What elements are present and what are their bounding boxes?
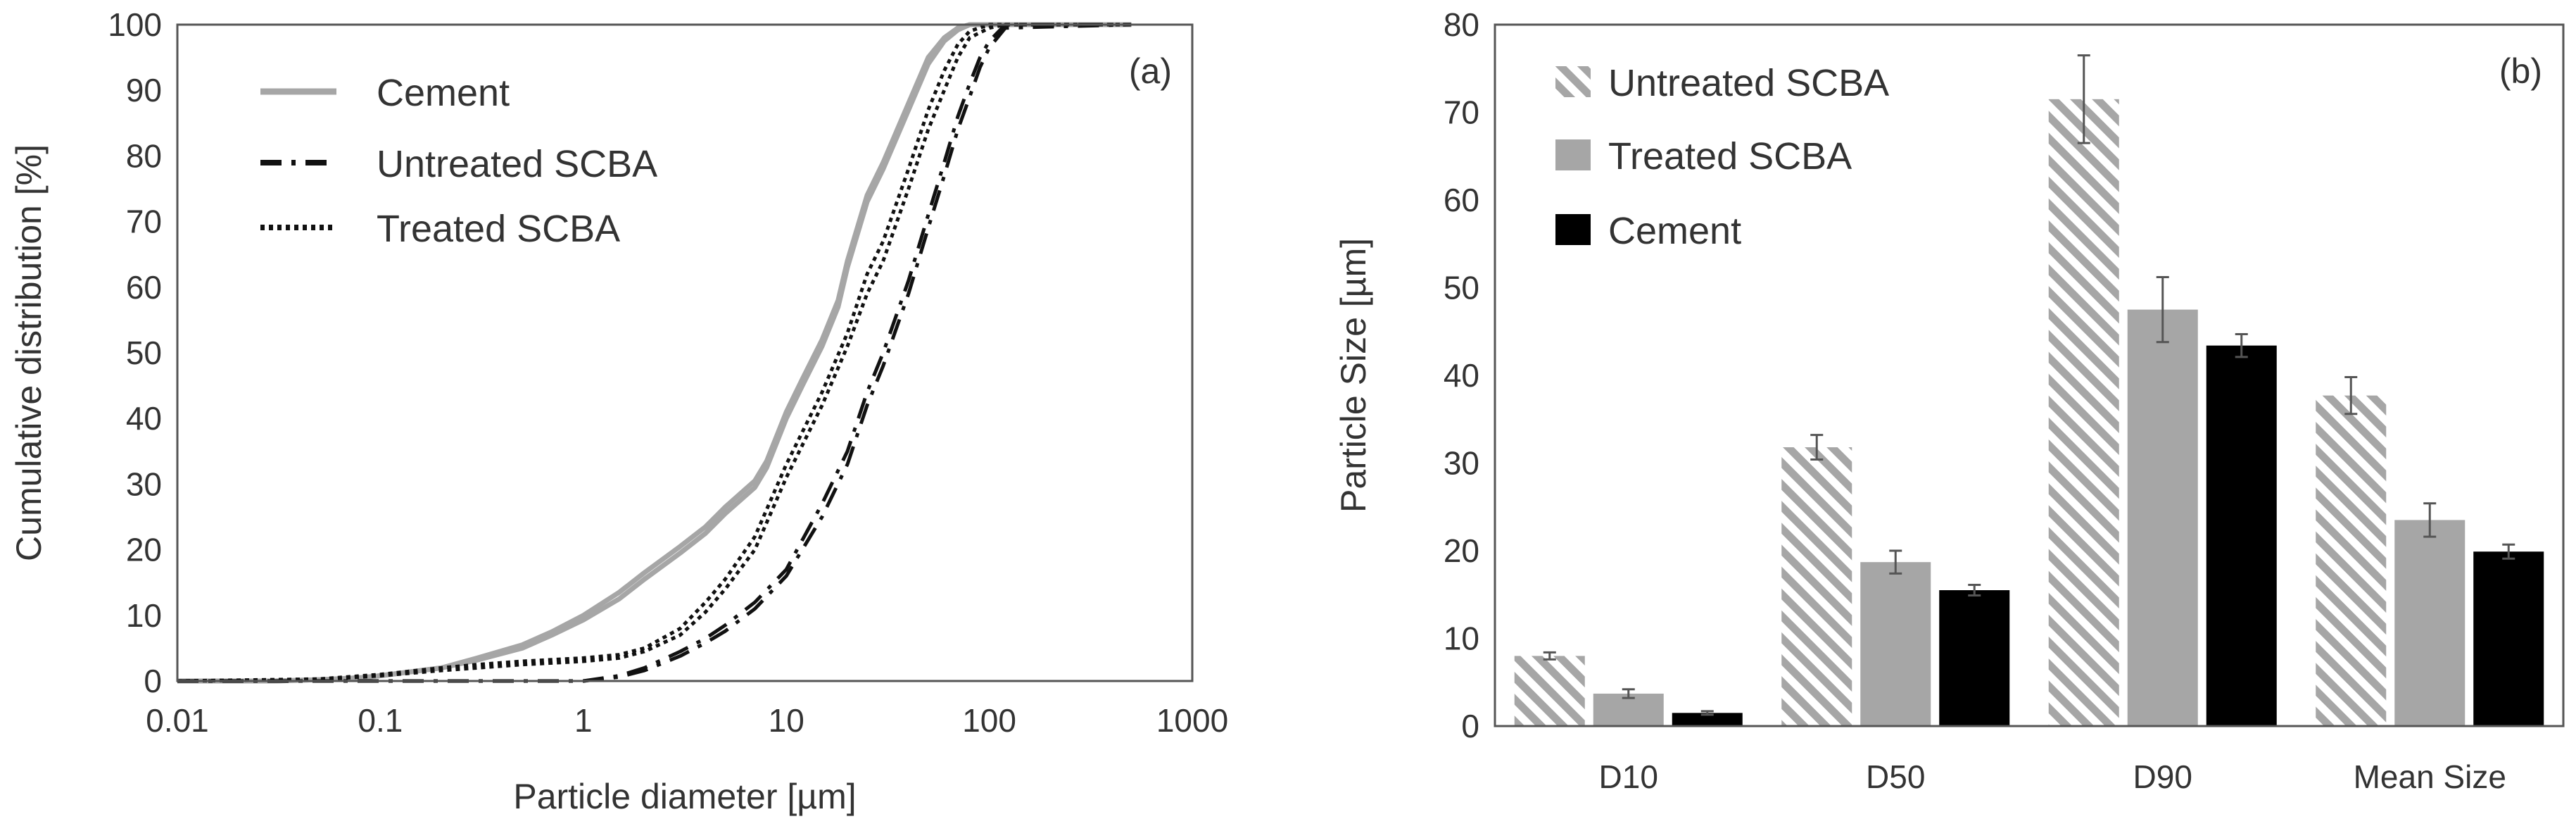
chart-b: 0 10 20 30 40 50 60 70 80 D10 D50 D90 Mean Size Par… <box>1334 6 2565 795</box>
y-tick-label: 70 <box>1444 94 1479 131</box>
error-bar-treated-scba-d10 <box>1622 688 1635 699</box>
error-bar-untreated-scba-mean-size <box>2344 375 2358 416</box>
bar-treated-scba-d50 <box>1860 562 1931 726</box>
chart-a-legend: Cement Untreated SCBA Treated SCBA <box>260 72 657 250</box>
y-tick-label: 50 <box>1444 270 1479 306</box>
x-tick-label: 0.01 <box>146 702 209 739</box>
x-tick-label: 0.1 <box>358 702 403 739</box>
y-tick-label: 100 <box>108 6 162 43</box>
series-line-cement <box>177 22 1132 684</box>
series-line-cement-replicate <box>177 22 1132 684</box>
y-tick-label: 10 <box>1444 620 1479 657</box>
legend-label-cement: Cement <box>1608 210 1741 252</box>
chart-a-x-tick-labels: 0.01 0.1 1 10 100 1000 <box>146 702 1228 739</box>
error-bar-untreated-scba-d10 <box>1543 651 1556 661</box>
chart-b-error-bars <box>1543 54 2515 716</box>
chart-b-y-tick-labels: 0 10 20 30 40 50 60 70 80 <box>1444 6 1479 744</box>
bar-cement-d10 <box>1672 713 1743 726</box>
series-line-treated-scba-replicate <box>177 23 1132 683</box>
category-label-d50: D50 <box>1866 758 1925 795</box>
y-tick-label: 20 <box>1444 532 1479 569</box>
x-tick-label: 1000 <box>1156 702 1228 739</box>
error-bar-cement-d10 <box>1700 710 1714 716</box>
chart-b-plot-frame <box>1494 23 2565 727</box>
category-label-d90: D90 <box>2133 758 2192 795</box>
y-tick-label: 70 <box>126 204 162 240</box>
y-tick-label: 80 <box>1444 6 1479 43</box>
y-tick-label: 80 <box>126 137 162 174</box>
series-line-treated-scba <box>177 23 1132 683</box>
chart-a-series <box>177 22 1132 684</box>
y-tick-label: 90 <box>126 72 162 108</box>
series-line-untreated-scba-replicate <box>177 23 1132 683</box>
chart-a-y-tick-labels: 0 10 20 30 40 50 60 70 80 90 100 <box>108 6 162 699</box>
y-tick-label: 50 <box>126 335 162 371</box>
chart-b-category-labels: D10 D50 D90 Mean Size <box>1599 758 2506 795</box>
error-bar-treated-scba-d50 <box>1889 549 1902 575</box>
y-tick-label: 10 <box>126 597 162 634</box>
chart-b-panel-tag: (b) <box>2499 51 2542 91</box>
chart-b-bars <box>1514 99 2544 726</box>
bar-untreated-scba-mean-size <box>2316 395 2387 726</box>
chart-a-panel-tag: (a) <box>1129 51 1172 91</box>
y-tick-label: 0 <box>1461 708 1479 744</box>
legend-label-untreated-scba: Untreated SCBA <box>377 143 657 185</box>
bar-cement-d90 <box>2206 345 2277 726</box>
error-bar-untreated-scba-d50 <box>1810 434 1824 461</box>
x-tick-label: 100 <box>962 702 1016 739</box>
error-bar-cement-d50 <box>1968 584 1981 596</box>
bar-treated-scba-d90 <box>2127 309 2198 726</box>
error-bar-treated-scba-mean-size <box>2423 502 2437 538</box>
chart-b-y-axis-label: Particle Size [µm] <box>1334 238 1373 513</box>
y-tick-label: 60 <box>1444 182 1479 218</box>
error-bar-treated-scba-d90 <box>2156 276 2169 344</box>
legend-label-treated-scba: Treated SCBA <box>377 208 620 250</box>
bar-cement-d50 <box>1939 590 2010 726</box>
legend-swatch-cement <box>1555 214 1591 245</box>
x-tick-label: 1 <box>574 702 593 739</box>
y-tick-label: 20 <box>126 532 162 568</box>
bar-untreated-scba-d10 <box>1514 656 1585 726</box>
bar-untreated-scba-d50 <box>1781 447 1852 726</box>
legend-label-treated-scba: Treated SCBA <box>1608 135 1852 177</box>
y-tick-label: 30 <box>126 466 162 502</box>
legend-label-cement: Cement <box>377 72 510 114</box>
chart-a-plot-frame <box>176 23 1194 682</box>
y-tick-label: 60 <box>126 269 162 306</box>
chart-a-y-axis-label: Cumulative distribution [%] <box>9 144 49 561</box>
y-tick-label: 30 <box>1444 445 1479 482</box>
chart-a: 0 10 20 30 40 50 60 70 80 90 100 0.01 0.1 1 10 100 1000… <box>9 6 1228 816</box>
y-tick-label: 0 <box>144 663 162 699</box>
category-label-d10: D10 <box>1599 758 1658 795</box>
y-tick-label: 40 <box>126 400 162 437</box>
category-label-mean-size: Mean Size <box>2354 758 2506 795</box>
error-bar-cement-d90 <box>2235 332 2248 358</box>
bar-treated-scba-mean-size <box>2394 520 2465 726</box>
y-tick-label: 40 <box>1444 357 1479 394</box>
chart-a-x-axis-label: Particle diameter [µm] <box>513 777 856 816</box>
bar-untreated-scba-d90 <box>2048 99 2119 726</box>
bar-cement-mean-size <box>2473 551 2544 726</box>
legend-swatch-untreated-scba <box>1555 66 1591 97</box>
legend-swatch-treated-scba <box>1555 139 1591 170</box>
error-bar-untreated-scba-d90 <box>2077 54 2090 144</box>
error-bar-cement-mean-size <box>2502 543 2515 560</box>
series-line-untreated-scba <box>177 23 1132 683</box>
chart-b-legend: Untreated SCBA Treated SCBA Cement <box>1555 62 1889 252</box>
x-tick-label: 10 <box>769 702 804 739</box>
legend-label-untreated-scba: Untreated SCBA <box>1608 62 1889 104</box>
